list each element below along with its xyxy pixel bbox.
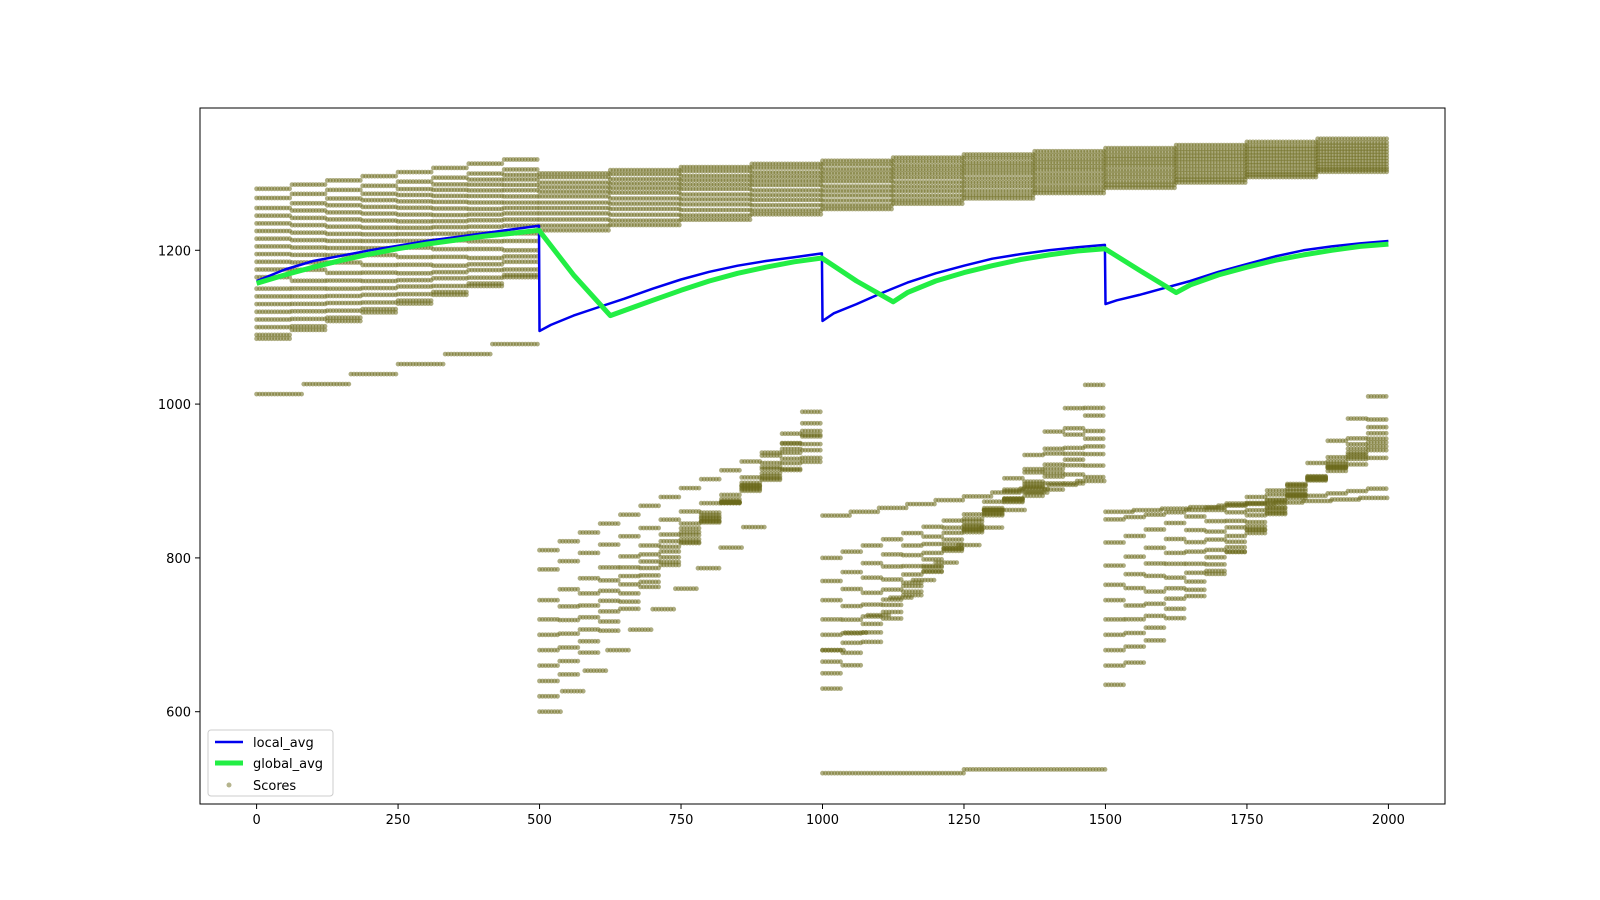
score-point	[534, 167, 540, 172]
score-point	[357, 318, 363, 324]
score-point	[393, 310, 399, 315]
score-point	[346, 381, 352, 387]
score-point	[393, 173, 399, 179]
scores-scatter	[254, 136, 1390, 776]
score-point	[357, 187, 363, 193]
score-point	[499, 283, 505, 289]
score-point	[393, 183, 399, 189]
score-point	[428, 169, 434, 175]
score-point	[322, 327, 328, 333]
score-point	[322, 191, 328, 197]
score-point	[287, 186, 292, 192]
score-point	[535, 341, 540, 347]
score-point	[487, 351, 493, 357]
score-point	[393, 371, 399, 377]
score-point	[287, 336, 292, 342]
score-point	[322, 182, 328, 188]
score-point	[357, 178, 363, 183]
score-point	[440, 361, 446, 367]
score-point	[428, 301, 434, 306]
score-point	[534, 157, 540, 162]
score-point	[299, 391, 304, 397]
score-point	[464, 292, 469, 298]
score-point	[499, 161, 505, 167]
score-point	[464, 165, 469, 171]
score-point	[287, 195, 292, 201]
